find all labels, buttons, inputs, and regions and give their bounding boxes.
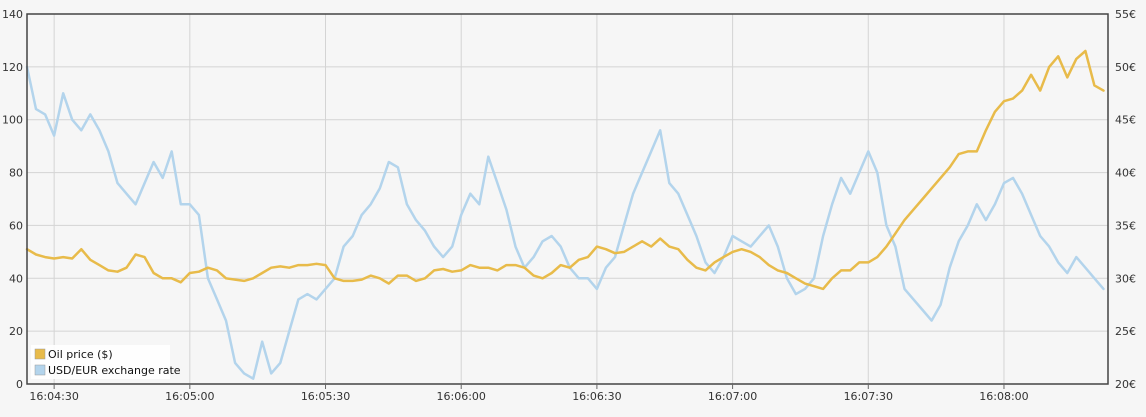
x-tick-label: 16:04:30 <box>29 390 78 403</box>
legend: Oil price ($) USD/EUR exchange rate <box>31 345 181 379</box>
legend-swatch <box>34 348 46 360</box>
legend-swatch <box>34 364 46 376</box>
right-tick-label: 50€ <box>1115 61 1136 74</box>
left-tick-label: 120 <box>2 61 23 74</box>
x-tick-label: 16:07:00 <box>708 390 757 403</box>
series-line-oil-price <box>25 49 1105 291</box>
right-tick-label: 20€ <box>1115 378 1136 391</box>
right-axis: 20€ 25€ 30€ 35€ 40€ 45€ 50€ 55€ <box>1115 8 1136 391</box>
legend-label: USD/EUR exchange rate <box>48 364 181 377</box>
left-axis: 0 20 40 60 80 100 120 140 <box>2 8 23 391</box>
right-tick-label: 55€ <box>1115 8 1136 21</box>
x-tick-label: 16:07:30 <box>844 390 893 403</box>
x-axis: 16:04:30 16:05:00 16:05:30 16:06:00 16:06:30… <box>29 384 1029 403</box>
right-tick-label: 30€ <box>1115 272 1136 285</box>
right-tick-label: 25€ <box>1115 325 1136 338</box>
x-tick-label: 16:05:00 <box>165 390 214 403</box>
legend-label: Oil price ($) <box>48 348 113 361</box>
left-tick-label: 20 <box>9 325 23 338</box>
right-tick-label: 35€ <box>1115 219 1136 232</box>
left-tick-label: 40 <box>9 272 23 285</box>
grid <box>27 14 1108 384</box>
left-tick-label: 140 <box>2 8 23 21</box>
x-tick-label: 16:06:30 <box>572 390 621 403</box>
series-layer <box>25 49 1105 380</box>
left-tick-label: 60 <box>9 219 23 232</box>
x-tick-label: 16:06:00 <box>437 390 486 403</box>
x-tick-label: 16:08:00 <box>979 390 1028 403</box>
left-tick-label: 0 <box>16 378 23 391</box>
left-tick-label: 100 <box>2 114 23 127</box>
right-tick-label: 45€ <box>1115 114 1136 127</box>
x-tick-label: 16:05:30 <box>301 390 350 403</box>
plot-frame <box>26 13 1109 385</box>
left-tick-label: 80 <box>9 167 23 180</box>
right-tick-label: 40€ <box>1115 167 1136 180</box>
legend-background <box>31 345 170 379</box>
plot-area <box>27 14 1108 384</box>
